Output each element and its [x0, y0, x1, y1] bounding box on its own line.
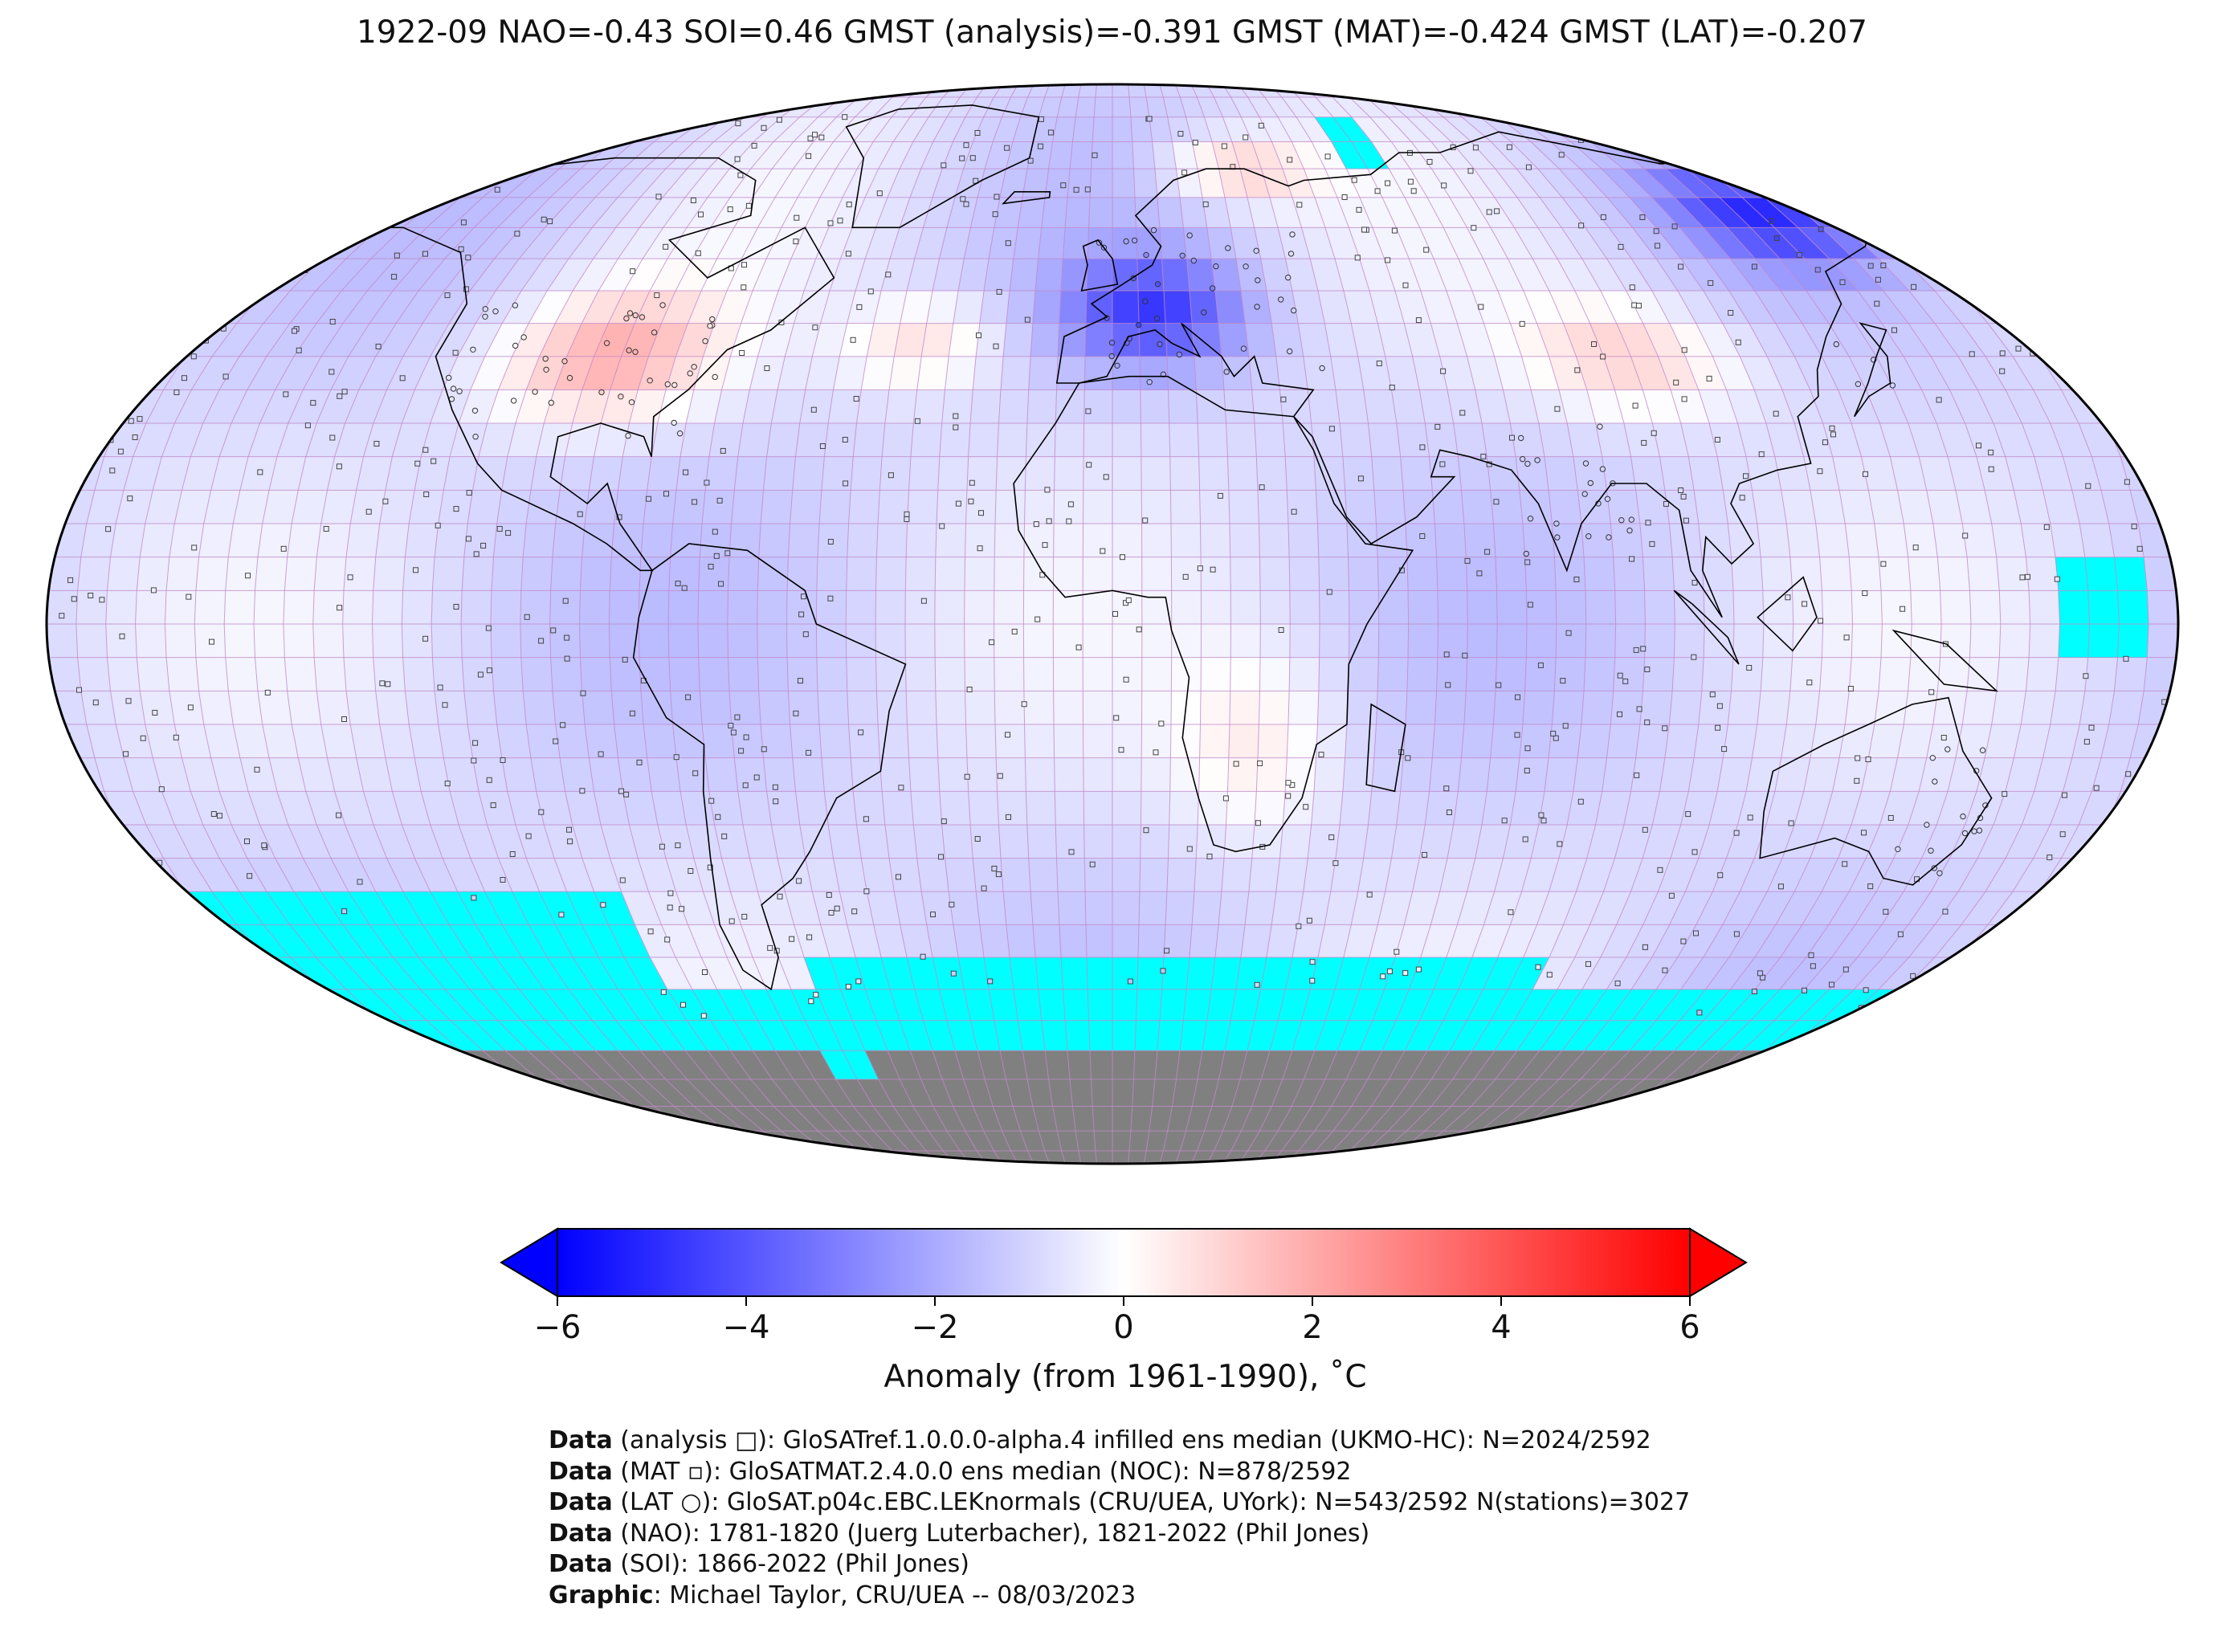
colorbar-tick-label: 6	[1679, 1309, 1700, 1346]
colorbar-tick-label: −6	[533, 1309, 582, 1346]
colorbar-tick-label: 2	[1302, 1309, 1323, 1346]
colorbar-tick-label: 4	[1491, 1309, 1512, 1346]
colorbar-label: Anomaly (from 1961-1990), ˚C	[883, 1359, 1367, 1395]
credit-line: Data (NAO): 1781-1820 (Juerg Luterbacher…	[549, 1519, 1370, 1548]
credit-line: Data (MAT ▫): GloSATMAT.2.4.0.0 ens medi…	[549, 1457, 1352, 1486]
map-title: 1922-09 NAO=-0.43 SOI=0.46 GMST (analysi…	[356, 14, 1867, 51]
colorbar-body	[557, 1228, 1691, 1297]
colorbar-tick-label: −2	[911, 1309, 959, 1346]
credit-line: Data (analysis □): GloSATref.1.0.0.0-alp…	[549, 1426, 1651, 1454]
credit-line: Graphic: Michael Taylor, CRU/UEA -- 08/0…	[549, 1581, 1136, 1609]
credit-line: Data (LAT ○): GloSAT.p04c.EBC.LEKnormals…	[549, 1488, 1691, 1516]
colorbar-extend-high	[1689, 1227, 1748, 1298]
credits-block: Data (analysis □): GloSATref.1.0.0.0-alp…	[549, 1426, 1690, 1611]
colorbar-tick-label: −4	[722, 1309, 770, 1346]
credit-line: Data (SOI): 1866-2022 (Phil Jones)	[549, 1550, 969, 1578]
anomaly-map	[45, 83, 2180, 1165]
colorbar-extend-low	[500, 1227, 558, 1298]
colorbar	[500, 1227, 1748, 1306]
colorbar-tick-label: 0	[1113, 1309, 1134, 1346]
